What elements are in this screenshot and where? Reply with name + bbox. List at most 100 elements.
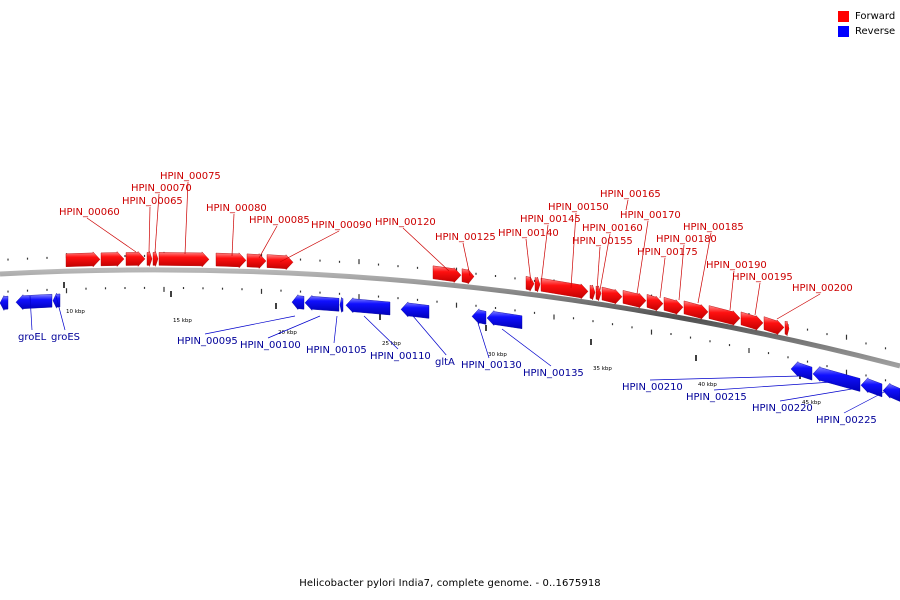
forward-gene-arrow [708, 305, 741, 327]
forward-gene-label: HPIN_00140 [498, 228, 559, 239]
forward-gene-label: HPIN_00185 [683, 222, 744, 233]
forward-swatch [838, 11, 849, 22]
forward-gene-label: HPIN_00065 [122, 196, 183, 207]
forward-gene-arrow [646, 294, 664, 312]
reverse-gene-arrow [486, 310, 523, 329]
reverse-swatch [838, 26, 849, 37]
reverse-label-leader [55, 295, 66, 331]
reverse-gene-label: HPIN_00225 [816, 415, 877, 426]
reverse-gene-label: HPIN_00135 [523, 368, 584, 379]
reverse-gene-arrow [345, 297, 391, 316]
reverse-gene-arrow [471, 308, 487, 325]
reverse-gene-label: HPIN_00110 [370, 351, 431, 362]
forward-gene-arrow [152, 251, 159, 267]
forward-label-leader [154, 193, 160, 253]
forward-label-leader [625, 199, 629, 211]
reverse-label-leader [412, 315, 447, 356]
forward-gene-arrow [663, 297, 684, 316]
reverse-label-leader [843, 390, 887, 414]
scale-label: 20 kbp [278, 330, 297, 336]
forward-label-leader [596, 246, 601, 291]
forward-gene-label: HPIN_00195 [732, 272, 793, 283]
forward-gene-arrow [525, 276, 535, 292]
reverse-label: Reverse [855, 26, 896, 37]
forward-label-leader [754, 282, 761, 316]
forward-gene-arrow [534, 277, 541, 293]
forward-label-leader [258, 225, 278, 259]
reverse-gene-arrow [304, 294, 340, 312]
scale-labels: 10 kbp 15 kbp 20 kbp 25 kbp 30 kbp 35 kbp 40 k… [63, 282, 821, 406]
forward-gene-arrow [146, 251, 153, 267]
reverse-gene-arrow [291, 294, 305, 311]
forward-gene-arrow [683, 300, 709, 320]
reverse-label-leader [267, 315, 321, 339]
forward-label-leader [540, 224, 549, 285]
scale-label: 30 kbp [488, 352, 507, 358]
forward-label-leader [636, 220, 649, 295]
reverse-gene-label: HPIN_00210 [622, 382, 683, 393]
forward-gene-label: HPIN_00125 [435, 232, 496, 243]
forward-gene-label: HPIN_00085 [249, 215, 310, 226]
reverse-gene-label: HPIN_00130 [461, 360, 522, 371]
legend-reverse: Reverse [838, 24, 895, 39]
forward-gene-arrow [432, 265, 462, 284]
forward-gene-arrow [100, 251, 125, 268]
reverse-gene-arrow [339, 297, 344, 313]
forward-label-leader [776, 293, 821, 320]
forward-gene-label: HPIN_00200 [792, 283, 853, 294]
forward-gene-label: HPIN_00060 [59, 207, 120, 218]
reverse-label-leader [477, 322, 490, 359]
reverse-label-leader [363, 315, 399, 350]
reverse-label-leader [649, 375, 801, 381]
reverse-gene-arrow [882, 382, 900, 402]
forward-label-leader [570, 212, 577, 289]
forward-gene-arrow [622, 290, 647, 309]
reverse-gene-label: groEL [18, 332, 47, 343]
reverse-gene-arrow [812, 365, 861, 392]
forward-gene-label: HPIN_00145 [520, 214, 581, 225]
reverse-gene-arrow [860, 377, 883, 398]
scale-label: 15 kbp [173, 318, 192, 324]
reverse-gene-label: gltA [435, 357, 455, 368]
reverse-label-leader [333, 315, 338, 344]
forward-gene-label: HPIN_00170 [620, 210, 681, 221]
reverse-gene-label: HPIN_00215 [686, 392, 747, 403]
reverse-gene-label: HPIN_00100 [240, 340, 301, 351]
forward-gene-arrow [461, 268, 475, 285]
forward-label-leader [678, 244, 685, 301]
scale-label: 10 kbp [66, 309, 85, 315]
forward-label-leader [148, 206, 151, 253]
reverse-gene-arrow [0, 295, 9, 311]
forward-gene-label: HPIN_00090 [311, 220, 372, 231]
forward-gene-label: HPIN_00175 [637, 247, 698, 258]
forward-label-leader [462, 242, 471, 277]
forward-label-leader [86, 217, 137, 253]
forward-label-leader [279, 230, 340, 263]
forward-label-leader [231, 213, 235, 257]
scale-label: 35 kbp [593, 366, 612, 372]
forward-gene-arrow [784, 320, 790, 337]
forward-gene-label: HPIN_00180 [656, 234, 717, 245]
forward-gene-label: HPIN_00150 [548, 202, 609, 213]
forward-gene-arrow [763, 316, 785, 336]
forward-gene-label: HPIN_00080 [206, 203, 267, 214]
forward-label-leader [659, 257, 666, 299]
forward-gene-label: HPIN_00160 [582, 223, 643, 234]
forward-gene-arrow [601, 286, 623, 305]
forward-gene-label: HPIN_00190 [706, 260, 767, 271]
scale-label: 45 kbp [802, 400, 821, 406]
reverse-gene-label: HPIN_00105 [306, 345, 367, 356]
forward-gene-arrow [740, 311, 764, 331]
reverse-label-leader [713, 381, 833, 391]
forward-gene-label: HPIN_00155 [572, 236, 633, 247]
forward-label-leader [697, 232, 712, 304]
genome-backbone [0, 267, 900, 369]
forward-label-leader [525, 238, 532, 284]
forward-gene-arrow [125, 250, 146, 267]
forward-label: Forward [855, 11, 896, 22]
forward-gene-arrow [215, 252, 247, 269]
forward-label-leader [184, 181, 189, 255]
forward-gene-label: HPIN_00075 [160, 171, 221, 182]
reverse-label-leader [29, 295, 33, 331]
